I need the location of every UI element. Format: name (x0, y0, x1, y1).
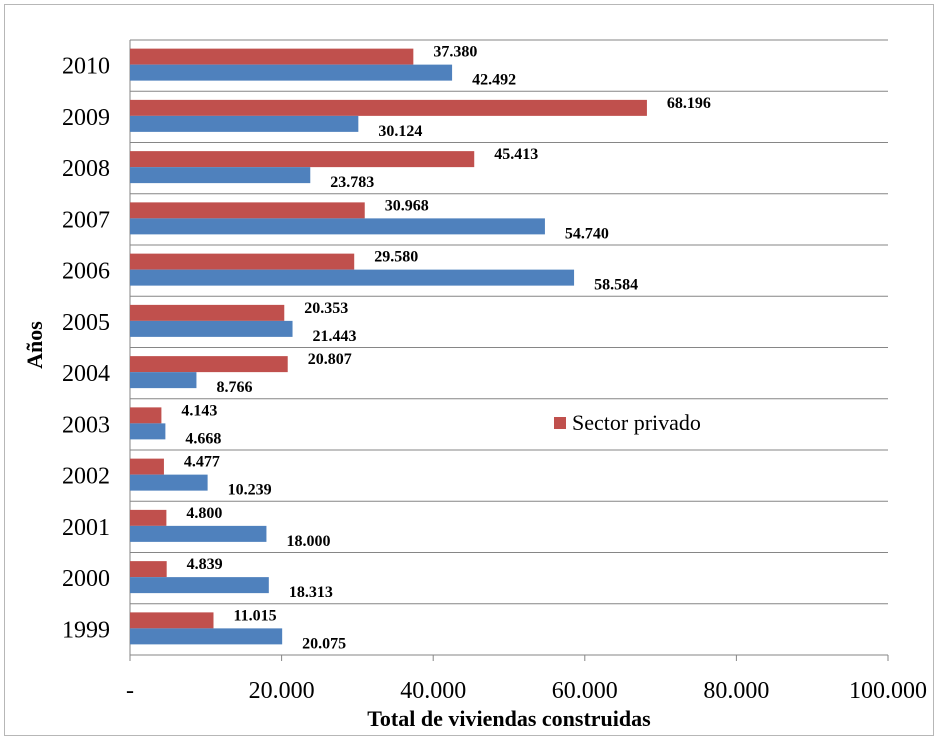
bar-sector-privado[interactable] (130, 612, 214, 629)
bar-series-2[interactable] (130, 423, 166, 440)
bar-series-2[interactable] (130, 218, 545, 235)
y-tick-label: 2000 (62, 566, 110, 592)
bar-series-2[interactable] (130, 320, 293, 337)
bar-series-2[interactable] (130, 474, 208, 491)
data-label-sector-privado: 4.477 (184, 454, 220, 471)
bar-sector-privado[interactable] (130, 151, 475, 168)
data-label-series-2: 23.783 (330, 174, 374, 191)
x-tick-label: - (126, 678, 134, 704)
y-tick-label: 2005 (62, 310, 110, 336)
y-tick-label: 2003 (62, 412, 110, 438)
data-label-series-2: 20.075 (302, 635, 346, 652)
data-label-series-2: 30.124 (378, 123, 422, 140)
x-tick-label: 40.000 (400, 678, 466, 704)
legend-swatch-sector-privado (554, 417, 566, 429)
bar-series-2[interactable] (130, 525, 267, 542)
bar-sector-privado[interactable] (130, 253, 355, 270)
data-label-series-2: 21.443 (313, 328, 357, 345)
data-label-series-2: 8.766 (216, 379, 252, 396)
data-label-series-2: 18.000 (286, 533, 330, 550)
bar-sector-privado[interactable] (130, 48, 414, 65)
data-label-sector-privado: 68.196 (667, 95, 711, 112)
data-label-series-2: 10.239 (228, 482, 272, 499)
data-label-sector-privado: 4.800 (186, 505, 222, 522)
y-tick-label: 2009 (62, 105, 110, 131)
x-tick-label: 60.000 (552, 678, 618, 704)
bar-sector-privado[interactable] (130, 304, 285, 321)
data-label-sector-privado: 11.015 (233, 607, 276, 624)
data-label-series-2: 4.668 (185, 430, 221, 447)
bar-sector-privado[interactable] (130, 202, 365, 219)
x-tick-label: 80.000 (703, 678, 769, 704)
y-tick-label: 2007 (62, 207, 110, 233)
y-tick-label: 2001 (62, 515, 110, 541)
data-label-sector-privado: 4.143 (181, 402, 217, 419)
bar-series-2[interactable] (130, 372, 197, 389)
data-label-sector-privado: 20.353 (304, 300, 348, 317)
data-label-series-2: 54.740 (565, 225, 609, 242)
y-axis-title: Años (22, 321, 47, 369)
data-label-series-2: 58.584 (594, 277, 638, 294)
bar-series-2[interactable] (130, 64, 453, 81)
x-tick-label: 20.000 (249, 678, 315, 704)
legend: Sector privado (554, 410, 701, 435)
data-label-series-2: 18.313 (289, 584, 333, 601)
bar-sector-privado[interactable] (130, 99, 647, 116)
y-tick-label: 1999 (62, 617, 110, 643)
bar-sector-privado[interactable] (130, 458, 164, 475)
data-label-sector-privado: 29.580 (374, 249, 418, 266)
data-label-sector-privado: 20.807 (308, 351, 352, 368)
y-tick-label: 2002 (62, 464, 110, 490)
data-label-series-2: 42.492 (472, 72, 516, 89)
data-label-sector-privado: 30.968 (385, 197, 429, 214)
bar-sector-privado[interactable] (130, 509, 167, 526)
bar-sector-privado[interactable] (130, 407, 162, 424)
data-label-sector-privado: 45.413 (494, 146, 538, 163)
bar-series-2[interactable] (130, 269, 575, 286)
y-tick-label: 2010 (62, 54, 110, 80)
bar-series-2[interactable] (130, 167, 311, 184)
legend-label-sector-privado: Sector privado (572, 410, 701, 435)
bar-series-2[interactable] (130, 628, 283, 645)
bar-series-2[interactable] (130, 577, 269, 594)
x-tick-label: 100.000 (849, 678, 927, 704)
y-tick-label: 2006 (62, 259, 110, 285)
y-tick-label: 2008 (62, 156, 110, 182)
y-tick-label: 2004 (62, 361, 110, 387)
data-label-sector-privado: 4.839 (187, 556, 223, 573)
bar-sector-privado[interactable] (130, 561, 167, 578)
bar-sector-privado[interactable] (130, 356, 288, 373)
bar-series-2[interactable] (130, 115, 359, 132)
data-label-sector-privado: 37.380 (433, 44, 477, 61)
x-axis-title: Total de viviendas construidas (367, 706, 651, 731)
